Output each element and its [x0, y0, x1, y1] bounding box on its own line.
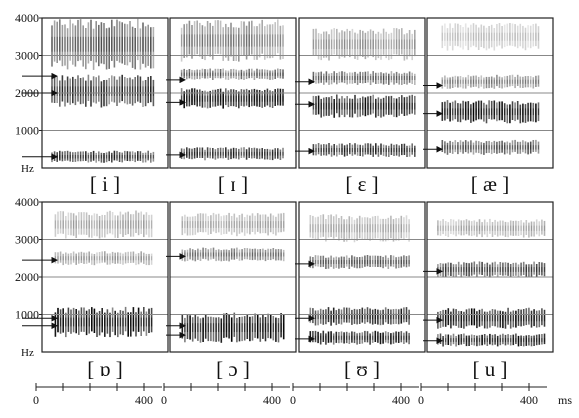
y-tick-label: 3000 — [15, 233, 39, 247]
time-tick-label: 400 — [135, 393, 153, 407]
time-tick-label: 0 — [161, 393, 167, 407]
spectrogram-panel — [295, 17, 426, 169]
vowel-label: [ ɒ ] — [87, 357, 122, 381]
panel-frame — [426, 201, 554, 353]
time-tick-label: 400 — [520, 393, 538, 407]
time-axis: 0 400 — [418, 383, 547, 407]
panel-frame — [169, 17, 297, 169]
panel-frame — [298, 201, 426, 353]
y-tick-label: 4000 — [15, 11, 39, 25]
time-unit-label: ms — [558, 393, 572, 407]
spectral-energy — [441, 23, 540, 155]
vowel-label: [ ɔ ] — [216, 357, 250, 381]
y-tick-label: 4000 — [15, 195, 39, 209]
time-axis: 0 400 — [290, 383, 419, 407]
spectral-energy — [54, 210, 153, 338]
vowel-label: [ ɪ ] — [218, 172, 248, 196]
y-tick-label: 1000 — [15, 308, 39, 322]
time-tick-label: 0 — [33, 393, 39, 407]
time-tick-label: 0 — [290, 393, 296, 407]
spectrogram-panel — [166, 17, 297, 169]
spectrogram-panel — [423, 201, 554, 353]
vowel-label: [ æ ] — [471, 172, 510, 196]
panel-frame — [426, 17, 554, 169]
panel-frame — [169, 201, 297, 353]
spectral-energy — [51, 18, 155, 163]
spectrogram-panel — [166, 201, 297, 353]
time-tick-label: 0 — [418, 393, 424, 407]
time-tick-label: 400 — [392, 393, 410, 407]
vowel-label: [ i ] — [90, 172, 120, 196]
y-tick-label: 2000 — [15, 86, 39, 100]
vowel-label: [ ʊ ] — [344, 357, 380, 381]
time-tick-label: 400 — [263, 393, 281, 407]
y-axis: 4000 3000 2000 1000 Hz 4000 3000 2000 1000 Hz — [15, 11, 42, 359]
y-unit-label: Hz — [21, 347, 34, 359]
spectral-energy — [312, 28, 416, 157]
vowel-labels: [ i ] [ ɪ ] [ ɛ ] [ æ ] [ ɒ ] [ ɔ ] [ ʊ ] [ u ] — [87, 172, 509, 381]
time-axis: 0 400 — [33, 383, 162, 407]
spectrogram-panels — [22, 17, 554, 353]
panel-frame — [298, 17, 426, 169]
spectral-energy — [309, 214, 410, 345]
vowel-label: [ ɛ ] — [345, 172, 378, 196]
y-tick-label: 2000 — [15, 270, 39, 284]
time-axis: 0 400 — [161, 383, 290, 407]
y-unit-label: Hz — [21, 163, 34, 175]
spectral-energy — [180, 19, 284, 161]
spectrogram-panel — [22, 201, 169, 353]
y-tick-label: 1000 — [15, 124, 39, 138]
time-axes: 0 400 0 400 0 400 0 400 ms — [33, 383, 572, 407]
spectrogram-panel — [22, 17, 169, 169]
spectrogram-panel — [423, 17, 554, 169]
spectral-energy — [181, 212, 285, 343]
vowel-label: [ u ] — [473, 357, 508, 381]
y-tick-label: 3000 — [15, 49, 39, 63]
spectrogram-panel — [295, 201, 426, 353]
